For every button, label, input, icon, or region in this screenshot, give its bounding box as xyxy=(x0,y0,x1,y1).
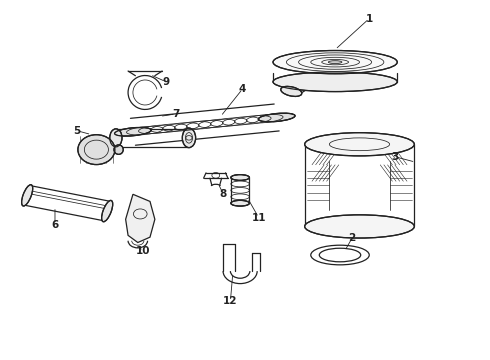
Text: 10: 10 xyxy=(135,247,150,256)
Polygon shape xyxy=(125,194,155,243)
Text: 12: 12 xyxy=(223,296,238,306)
Ellipse shape xyxy=(281,86,302,96)
Ellipse shape xyxy=(182,128,196,148)
Text: 3: 3 xyxy=(392,152,399,162)
Text: 11: 11 xyxy=(251,212,266,222)
Text: 5: 5 xyxy=(74,126,80,136)
Ellipse shape xyxy=(101,201,113,222)
Ellipse shape xyxy=(231,175,249,180)
Ellipse shape xyxy=(273,50,397,74)
Text: 4: 4 xyxy=(239,84,246,94)
Ellipse shape xyxy=(273,72,397,91)
Text: 1: 1 xyxy=(366,14,373,23)
Ellipse shape xyxy=(258,113,295,122)
Ellipse shape xyxy=(328,61,342,64)
Ellipse shape xyxy=(115,127,151,136)
Ellipse shape xyxy=(114,145,123,154)
Ellipse shape xyxy=(305,215,415,238)
Text: 2: 2 xyxy=(348,233,356,243)
Ellipse shape xyxy=(78,135,115,165)
Text: 6: 6 xyxy=(51,220,59,230)
Text: 9: 9 xyxy=(163,77,170,87)
Text: 7: 7 xyxy=(172,109,179,119)
Ellipse shape xyxy=(305,133,415,156)
Ellipse shape xyxy=(22,185,33,206)
Ellipse shape xyxy=(110,129,122,147)
Ellipse shape xyxy=(231,201,249,206)
Text: 8: 8 xyxy=(220,189,227,199)
